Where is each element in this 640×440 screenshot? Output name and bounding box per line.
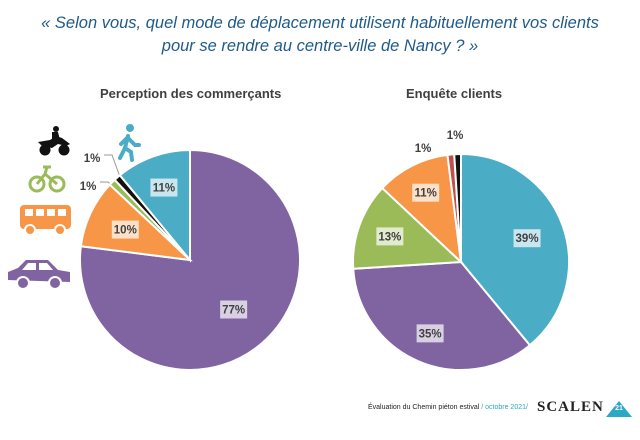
title-line-2: pour se rendre au centre-ville de Nancy … — [161, 37, 479, 55]
page-number-badge: 21 — [606, 401, 632, 417]
motorcycle-icon — [38, 126, 70, 156]
bicycle-icon — [28, 165, 66, 193]
pedestrian-icon — [118, 124, 141, 162]
data-label: 77% — [222, 305, 245, 317]
data-label-box — [220, 300, 248, 319]
data-label: 39% — [516, 233, 539, 245]
pie-slice-vélo — [352, 186, 464, 270]
data-label-box — [150, 178, 178, 197]
pie-slice-moto — [453, 152, 462, 263]
chart-title-commercants: Perception des commerçants — [100, 86, 282, 101]
data-label-box — [376, 227, 404, 246]
data-label: 1% — [80, 181, 97, 193]
brand-logo: SCALEN — [537, 399, 604, 415]
pie-slice-bus — [380, 153, 463, 265]
data-label: 1% — [84, 153, 101, 165]
data-label-box — [111, 220, 139, 239]
data-label: 13% — [378, 231, 401, 243]
data-label: 11% — [415, 188, 437, 200]
data-label: 35% — [419, 328, 442, 340]
pie-slice-marche — [460, 152, 570, 347]
bus-icon — [20, 205, 71, 236]
leader-line — [104, 154, 121, 178]
page-number: 21 — [615, 405, 623, 412]
car-icon — [8, 260, 70, 290]
data-label: 11% — [153, 183, 175, 195]
data-label-box — [416, 324, 444, 343]
data-label: 1% — [447, 130, 464, 142]
footer-text: Évaluation du Chemin piéton estival / oc… — [368, 404, 528, 411]
pie-slice-voiture — [352, 260, 532, 371]
data-label: 10% — [114, 225, 137, 237]
slide-title: « Selon vous, quel mode de déplacement u… — [20, 12, 620, 58]
title-line-1: « Selon vous, quel mode de déplacement u… — [41, 14, 599, 32]
data-label-box — [412, 183, 440, 202]
data-label: 1% — [415, 143, 432, 155]
data-label-box — [513, 229, 541, 248]
chart-title-clients: Enquête clients — [406, 86, 503, 101]
footer-date: / octobre 2021/ — [481, 404, 528, 411]
pie-slice-marche — [118, 148, 191, 263]
footer-title: Évaluation du Chemin piéton estival — [368, 404, 480, 411]
